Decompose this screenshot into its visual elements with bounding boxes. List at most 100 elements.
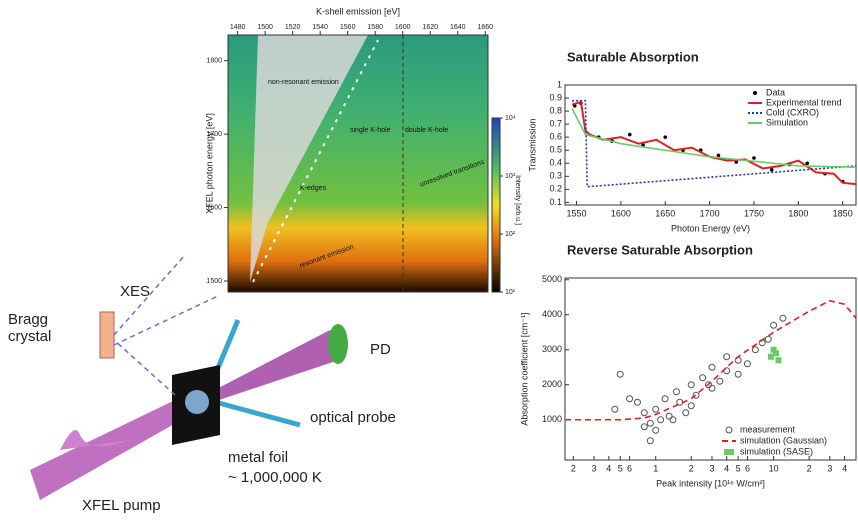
label: XES [120,283,150,300]
x-tick-label: 1700 [700,208,720,218]
legend-swatch [753,91,757,95]
data-point [665,412,673,420]
label: metal foil [228,449,288,466]
colorbar-label: 10³ [505,173,516,180]
colorbar-label: 10² [505,231,516,238]
y-tick-label: 2000 [542,379,562,389]
data-point [633,398,641,406]
data-point [779,314,787,322]
data-point [708,363,716,371]
data-point [699,374,707,382]
label: XFEL pump [82,497,161,514]
x-tick-label: 4 [606,463,611,473]
axis-title: K-shell emission [eV] [316,6,400,16]
plot-frame [564,277,857,461]
annotation: single K-hole [350,127,391,134]
legend-swatch [724,449,734,455]
data-point [669,416,677,424]
x-tick-label: 10 [769,463,779,473]
chart-title: Saturable Absorption [567,49,699,64]
x-tick-label: 1560 [340,24,356,31]
annotation: non-resonant emission [268,79,339,86]
legend-label: Experimental trend [766,97,842,107]
label: ~ 1,000,000 K [228,469,322,486]
data-point [716,377,724,385]
legend-label: simulation (Gaussian) [740,435,827,445]
data-point [692,391,700,399]
colorbar [491,117,501,293]
data-point [611,405,619,413]
x-tick-label: 5 [736,463,741,473]
y-tick-label: 0.2 [549,184,562,194]
series-line [571,100,857,186]
data-point [641,143,645,147]
x-tick-label: 3 [709,463,714,473]
x-tick-label: 1600 [395,24,411,31]
data-point [616,370,624,378]
x-tick-label: 4 [724,463,729,473]
y-tick-label: 0.8 [549,105,562,115]
y-tick-label: 0.4 [549,158,562,168]
y-tick-label: 1 [557,79,562,89]
data-point [767,353,774,360]
probe-beam [205,330,345,403]
y-tick-label: 1500 [206,278,222,285]
y-tick-label: 1600 [206,204,222,211]
data-point [682,409,690,417]
label: PD [370,341,391,358]
data-point [657,416,665,424]
chart-title: Reverse Saturable Absorption [567,242,753,257]
x-axis-title: Photon Energy (eV) [671,223,750,233]
y-tick-label: 0.7 [549,119,562,129]
x-tick-label: 1540 [312,24,328,31]
x-tick-label: 1480 [230,24,246,31]
annotation: K-edges [300,185,327,192]
x-tick-label: 1640 [450,24,466,31]
data-point [640,409,648,417]
y-axis-title: Transmission [527,118,537,171]
data-point [743,360,751,368]
label: optical probe [310,409,396,426]
x-tick-label: 1520 [285,24,301,31]
x-tick-label: 1620 [422,24,438,31]
x-tick-label: 1 [653,463,658,473]
frame [227,34,489,293]
y-tick-label: 0.3 [549,171,562,181]
y-axis-title: Absorption coefficient [cm⁻¹] [519,312,529,425]
crystal [99,311,115,359]
y-tick-label: 1000 [542,414,562,424]
x-tick-label: 1800 [788,208,808,218]
y-tick-label: 1800 [206,58,222,65]
photodiode [328,324,348,364]
colorbar-label: 10¹ [505,289,516,296]
label: Bragg crystal [8,311,51,345]
data-point [770,321,778,329]
probe-out [214,399,301,428]
x-axis-title: Peak intensity [10¹⁶ W/cm²] [656,478,765,488]
data-point [775,357,782,364]
legend-label: Cold (CXRO) [766,107,819,117]
series-line [571,108,857,168]
x-tick-label: 1580 [367,24,383,31]
data-point [687,381,695,389]
data-point [640,423,648,431]
x-tick-label: 1850 [833,208,853,218]
data-point [751,346,759,354]
data-point [652,426,660,434]
data-point [646,419,654,427]
x-tick-label: 2 [689,463,694,473]
y-tick-label: 0.1 [549,197,562,207]
colorbar-title: Intensity [arb.u.] [514,175,521,225]
annotation: double K-hole [405,127,448,134]
x-tick-label: 1750 [744,208,764,218]
x-tick-label: 1550 [567,208,587,218]
data-point [773,350,780,357]
series-line [572,99,857,188]
y-tick-label: 0.9 [549,92,562,102]
series-line [565,299,857,421]
data-point [627,132,632,137]
data-point [716,153,721,158]
legend-label: Data [766,87,785,97]
x-tick-label: 3 [827,463,832,473]
